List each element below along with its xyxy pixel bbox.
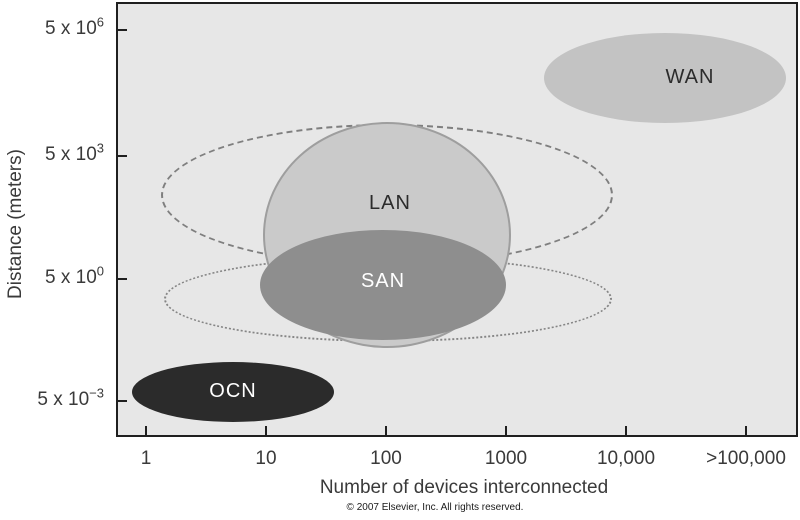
y-tick-label: 5 x 103 [0, 142, 104, 168]
x-tick-label: 10,000 [596, 448, 656, 469]
y-tick-mark [118, 155, 127, 157]
ocn-ellipse [132, 362, 334, 422]
y-tick-label: 5 x 106 [0, 16, 104, 42]
x-tick-label: >100,000 [706, 448, 786, 469]
y-axis-label: Distance (meters) [5, 149, 26, 299]
ocn-label: OCN [209, 380, 257, 402]
plot-area: LAN SAN WAN OCN [116, 2, 798, 437]
y-tick-base: 5 x 10 [37, 389, 90, 410]
y-tick-exponent: 6 [96, 14, 104, 30]
x-tick-label: 1 [140, 448, 152, 469]
y-tick-mark [118, 278, 127, 280]
x-tick-mark [625, 426, 627, 435]
x-tick-mark [265, 426, 267, 435]
y-tick-label: 5 x 100 [0, 265, 104, 291]
x-tick-mark [385, 426, 387, 435]
x-tick-label: 100 [370, 448, 402, 469]
x-tick-mark [145, 426, 147, 435]
y-tick-base: 5 x 10 [45, 144, 97, 165]
wan-ellipse [544, 33, 786, 123]
y-tick-mark [118, 400, 127, 402]
san-ellipse [260, 230, 506, 340]
wan-label: WAN [665, 66, 715, 88]
x-tick-mark [745, 426, 747, 435]
x-tick-mark [505, 426, 507, 435]
lan-label: LAN [369, 192, 411, 214]
y-tick-exponent: 0 [96, 263, 104, 279]
x-axis-label: Number of devices interconnected [319, 477, 609, 498]
y-tick-label: 5 x 10−3 [0, 387, 104, 413]
x-tick-label: 10 [255, 448, 277, 469]
copyright-notice: © 2007 Elsevier, Inc. All rights reserve… [346, 502, 524, 513]
san-label: SAN [360, 270, 406, 292]
x-tick-label: 1000 [484, 448, 528, 469]
y-tick-mark [118, 29, 127, 31]
y-tick-base: 5 x 10 [45, 18, 97, 39]
y-tick-base: 5 x 10 [45, 267, 97, 288]
y-tick-exponent: −3 [89, 385, 104, 401]
y-tick-exponent: 3 [96, 140, 104, 156]
